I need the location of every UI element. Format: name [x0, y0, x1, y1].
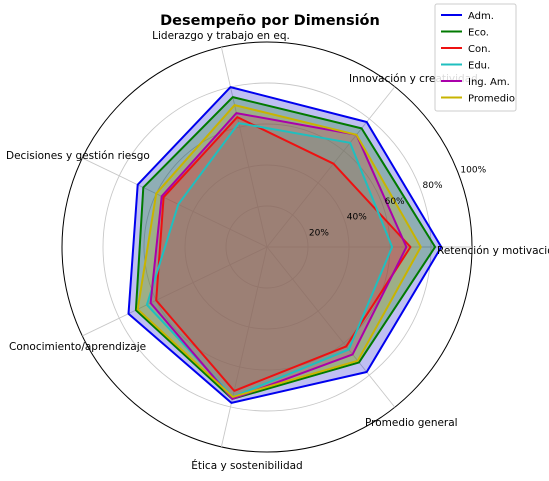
radial-grid	[61, 41, 473, 453]
legend-label: Adm.	[468, 11, 494, 22]
axis-spoke	[82, 157, 268, 248]
legend: Adm. Eco. Con. Edu. Ing. Am. Promedio	[434, 3, 517, 112]
category-label: Retención y motivación	[437, 245, 549, 257]
series-line-1	[134, 96, 437, 400]
legend-label: Ing. Am.	[468, 77, 510, 88]
series-area-4	[150, 113, 407, 399]
axis-spoke	[82, 246, 268, 337]
axis-spoke	[266, 246, 396, 408]
series-line-5	[136, 104, 422, 398]
series-layer	[127, 86, 443, 404]
axis-spoke	[266, 86, 396, 248]
category-label: Liderazgo y trabajo en eq.	[152, 30, 290, 42]
chart-title: Desempeño por Dimensión	[160, 13, 380, 29]
legend-label: Edu.	[468, 61, 490, 72]
axis-labels: 20% 40% 60% 80% 100% Retención y motivación In…	[6, 30, 549, 472]
series-line-2	[155, 116, 412, 392]
category-label: Conocimiento/aprendizaje	[9, 341, 146, 353]
category-label: Ética y sostenibilidad	[191, 459, 302, 472]
series-area-2	[156, 117, 411, 391]
radial-tick-label: 80%	[423, 181, 443, 191]
radial-tick-label: 20%	[309, 228, 329, 238]
series-line-3	[145, 122, 394, 398]
category-label: Decisiones y gestión riesgo	[6, 150, 150, 162]
series-area-3	[146, 123, 393, 397]
axis-spoke	[220, 246, 268, 447]
radial-tick-label: 40%	[347, 213, 367, 223]
series-area-5	[137, 105, 421, 397]
category-label: Promedio general	[365, 417, 458, 429]
radial-tick-label: 60%	[385, 197, 405, 207]
series-line-0	[127, 86, 443, 404]
axis-spoke	[220, 47, 268, 248]
legend-label: Promedio	[468, 94, 515, 105]
legend-label: Eco.	[468, 28, 489, 39]
radial-tick-label: 100%	[460, 166, 486, 176]
legend-label: Con.	[468, 44, 491, 55]
series-line-4	[149, 112, 408, 400]
